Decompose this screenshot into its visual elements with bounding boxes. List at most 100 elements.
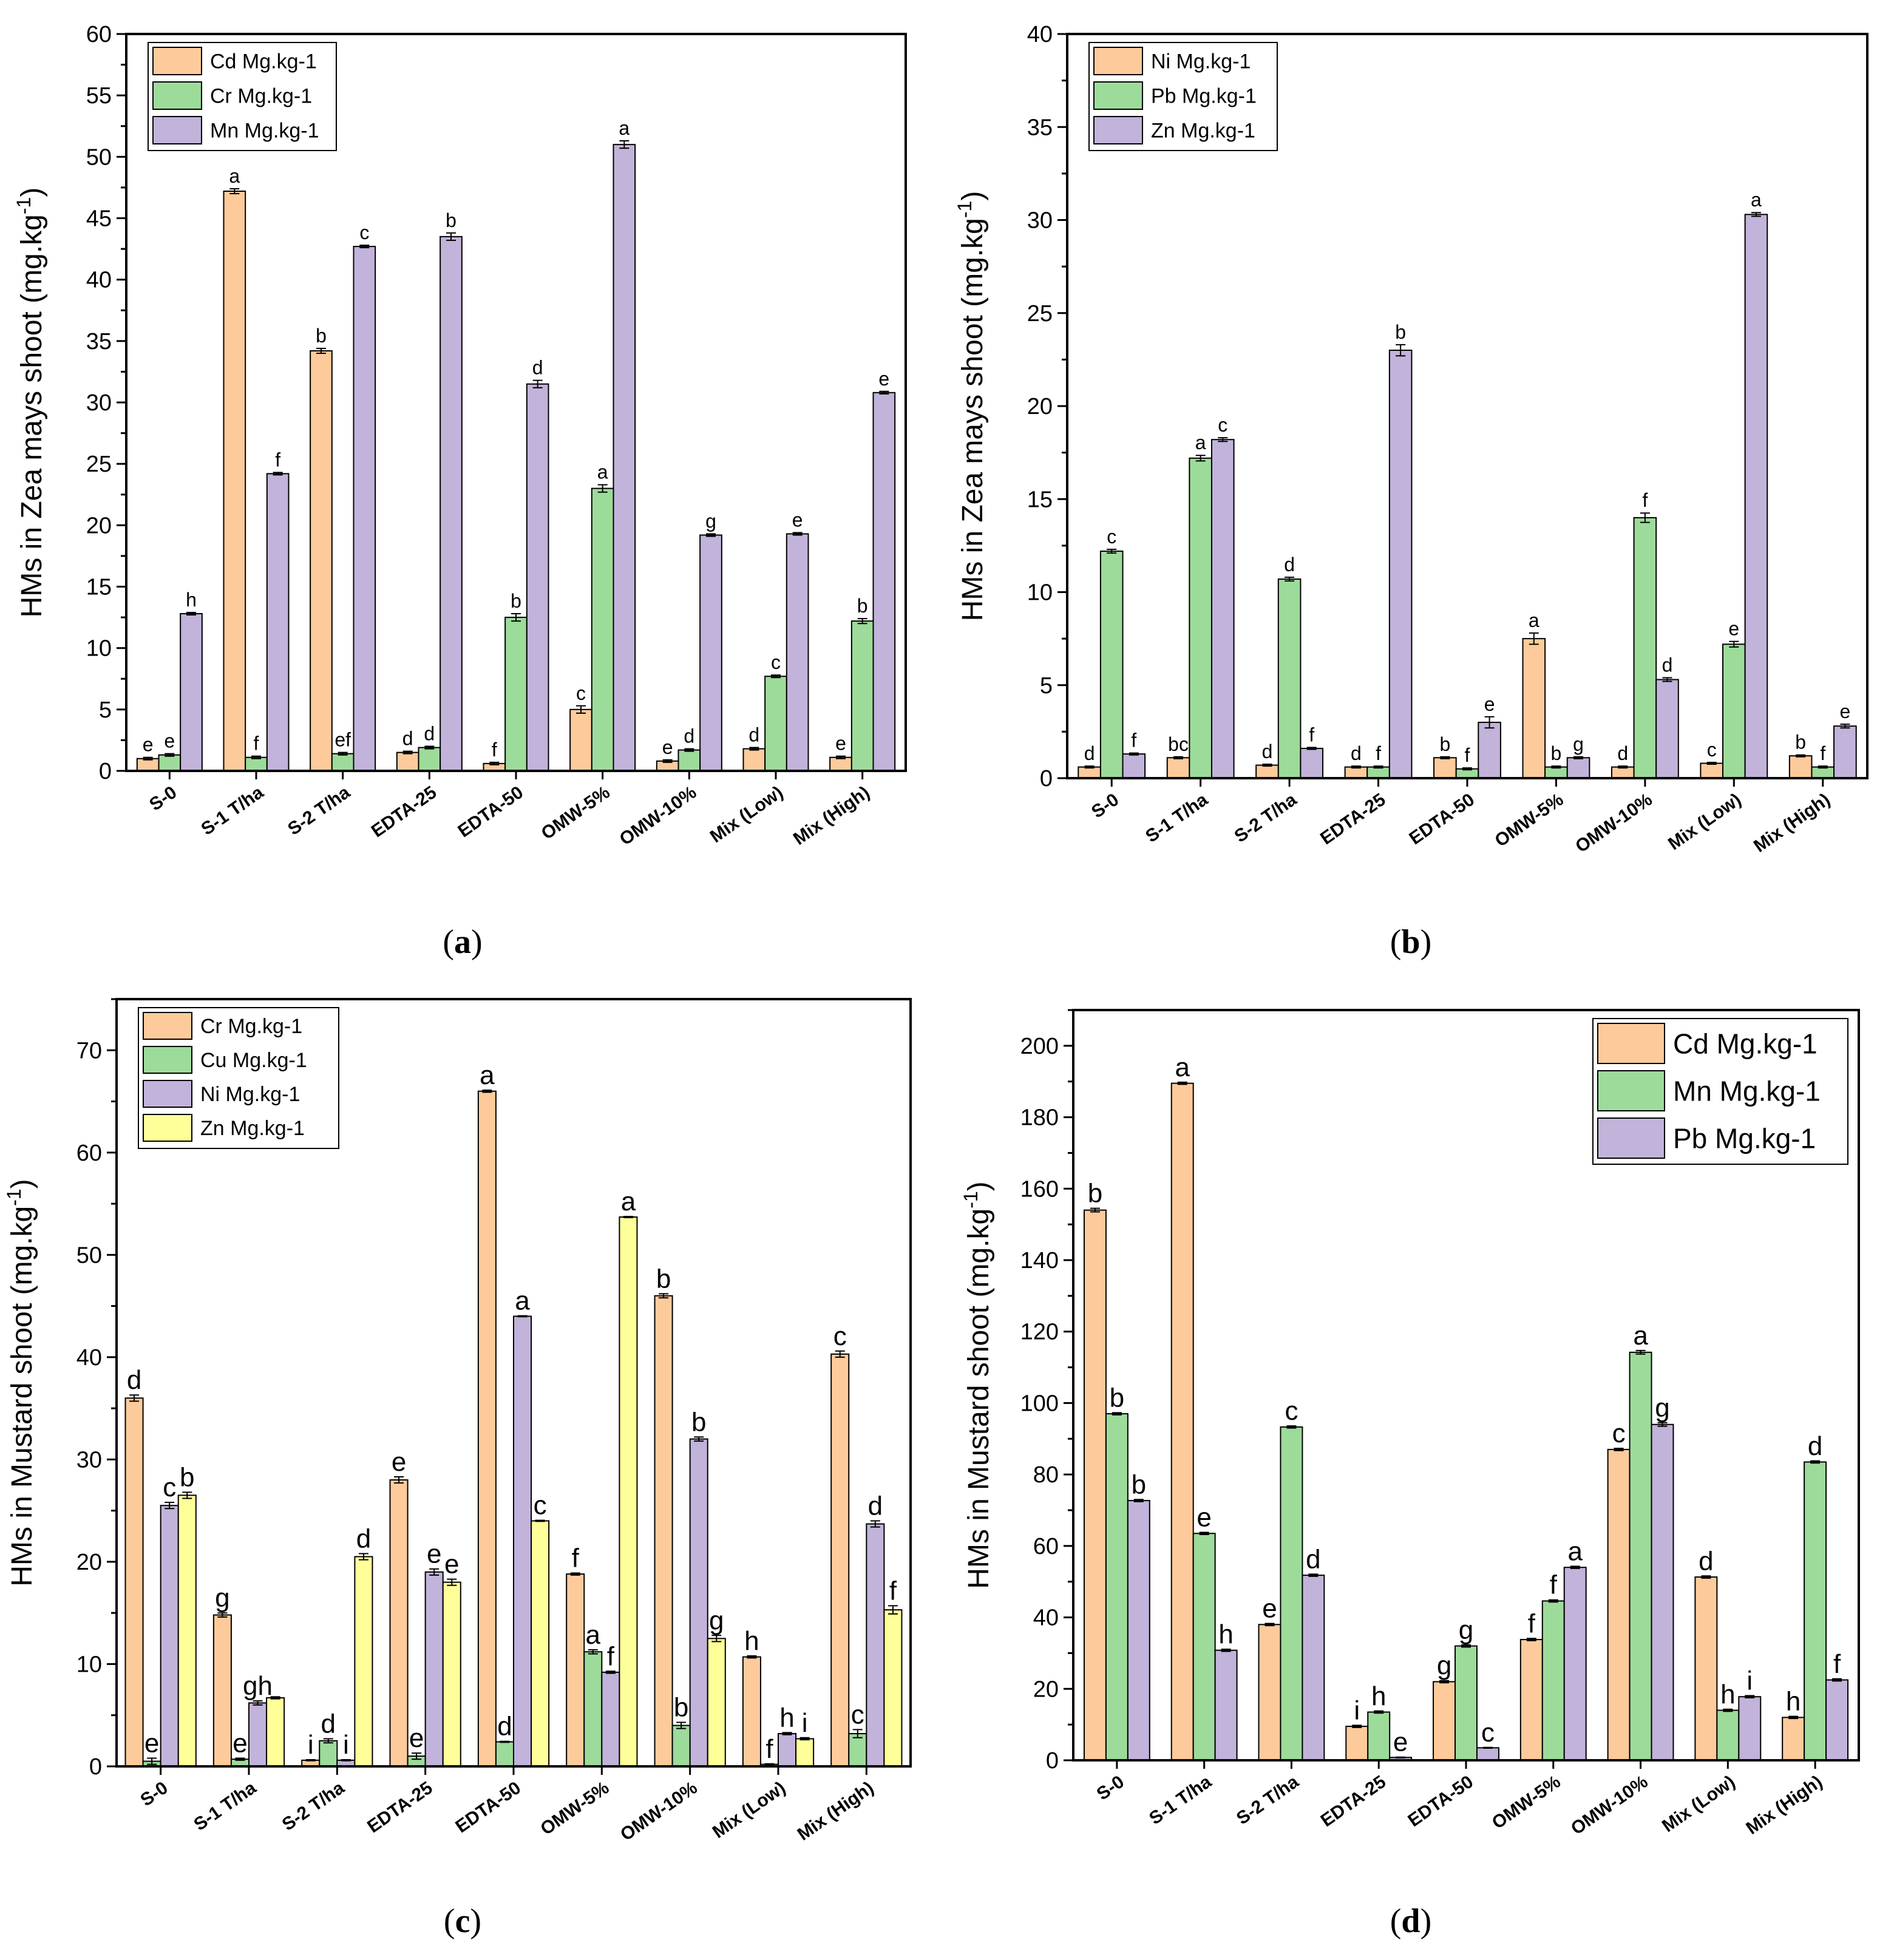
x-tick-label: EDTA-25 [368,782,441,841]
significance-letter: e [662,736,673,758]
bar-ni-0 [1078,766,1101,779]
bar-cr-6 [677,749,701,772]
bar-mn-5 [1541,1600,1565,1762]
significance-letter: a [597,461,608,483]
significance-letter: d [1262,741,1273,762]
x-tick-label: Mix (High) [1742,1772,1826,1839]
bar-mn-5 [613,144,636,772]
bar-zn-8 [883,1609,903,1768]
significance-letter: h [1371,1681,1386,1711]
significance-letter: e [1728,618,1739,640]
significance-letter: d [1284,554,1295,575]
bar-cr-3 [418,747,441,771]
significance-letter: a [1567,1536,1583,1566]
bar-pb-4 [1476,1747,1499,1762]
y-tick-label: 70 [76,1038,102,1063]
x-tick-label: S-0 [1088,790,1122,822]
legend-label: Pb Mg.kg-1 [1673,1123,1816,1155]
bar-zn-4 [531,1520,550,1768]
x-tick-label: S-1 T/ha [190,1778,260,1835]
significance-letter: e [1262,1594,1277,1624]
bar-pb-0 [1099,551,1124,779]
significance-letter: f [254,733,259,754]
significance-letter: d [497,1712,512,1741]
significance-letter: c [1707,739,1717,761]
significance-letter: e [1393,1728,1408,1757]
bar-pb-5 [1563,1567,1587,1762]
significance-letter: f [1131,730,1136,751]
significance-letter: ef [334,729,351,751]
x-tick-label: S-1 T/ha [1142,790,1212,847]
legend-label: Pb Mg.kg-1 [1151,85,1257,108]
significance-letter: g [1459,1615,1473,1645]
bar-pb-5 [1544,766,1568,779]
legend-swatch [143,1114,192,1142]
bar-zn-1 [266,1697,285,1767]
significance-letter: f [1642,489,1648,511]
significance-letter: b [1110,1383,1124,1412]
bar-ni-3 [424,1571,444,1768]
significance-letter: e [1839,700,1850,722]
y-axis-label: HMs in Mustard shoot (mg.kg-1) [960,1181,995,1589]
y-tick-label: 40 [1027,22,1053,47]
bar-cr-3 [389,1479,409,1768]
significance-letter: b [511,590,521,612]
significance-letter: e [233,1729,247,1758]
plot-frame [1066,33,1869,779]
significance-letter: f [1465,744,1470,766]
bar-zn-7 [795,1738,815,1767]
x-tick-label: S-2 T/ha [284,782,354,839]
y-tick-label: 140 [1020,1248,1059,1273]
bar-cr-8 [850,620,874,771]
bar-cr-0 [124,1397,144,1767]
legend-swatch [143,1046,192,1074]
bar-pb-1 [1214,1649,1238,1761]
bar-cr-4 [504,617,528,771]
bar-pb-0 [1127,1500,1150,1761]
y-tick-label: 10 [76,1652,102,1677]
significance-letter: b [674,1693,688,1723]
bar-ni-1 [248,1702,268,1767]
bar-zn-2 [354,1556,373,1767]
bar-zn-6 [707,1638,726,1768]
bar-cd-3 [396,751,419,772]
significance-letter: c [359,222,369,243]
significance-letter: b [1439,733,1450,755]
legend-label: Mn Mg.kg-1 [210,120,319,143]
y-tick-label: 120 [1020,1320,1059,1345]
legend-label: Ni Mg.kg-1 [1151,50,1251,73]
significance-letter: h [779,1703,794,1732]
bar-pb-2 [1277,578,1302,779]
legend-label: Zn Mg.kg-1 [1151,120,1255,143]
bar-cr-4 [477,1090,497,1767]
significance-letter: c [851,1700,864,1729]
legend-swatch [152,47,202,75]
significance-letter: c [163,1473,176,1502]
plot-frame [115,998,912,1768]
bar-ni-1 [1166,757,1190,779]
y-tick-label: 80 [1033,1462,1059,1488]
y-tick-label: 20 [86,513,112,538]
y-tick-label: 15 [1027,487,1053,512]
bar-ni-7 [1700,762,1724,779]
legend-swatch [1093,116,1143,144]
significance-letter: a [1529,609,1539,631]
significance-letter: e [1196,1502,1211,1532]
caption-d: (d) [1390,1902,1432,1940]
x-tick-label: OMW-5% [1488,1772,1564,1833]
bar-ni-6 [1611,766,1635,779]
y-tick-label: 50 [76,1243,102,1268]
significance-letter: h [186,589,197,611]
bar-zn-0 [177,1494,197,1767]
significance-letter: d [1699,1546,1713,1576]
significance-letter: f [572,1543,580,1573]
bar-cd-1 [1170,1082,1194,1762]
x-tick-label: OMW-10% [1567,1772,1652,1839]
significance-letter: a [515,1286,530,1316]
bar-mn-8 [1804,1461,1827,1761]
significance-letter: d [424,723,435,745]
significance-letter: d [356,1524,371,1553]
significance-letter: b [1132,1470,1146,1499]
x-tick-label: S-0 [146,782,180,815]
significance-letter: e [164,730,175,752]
